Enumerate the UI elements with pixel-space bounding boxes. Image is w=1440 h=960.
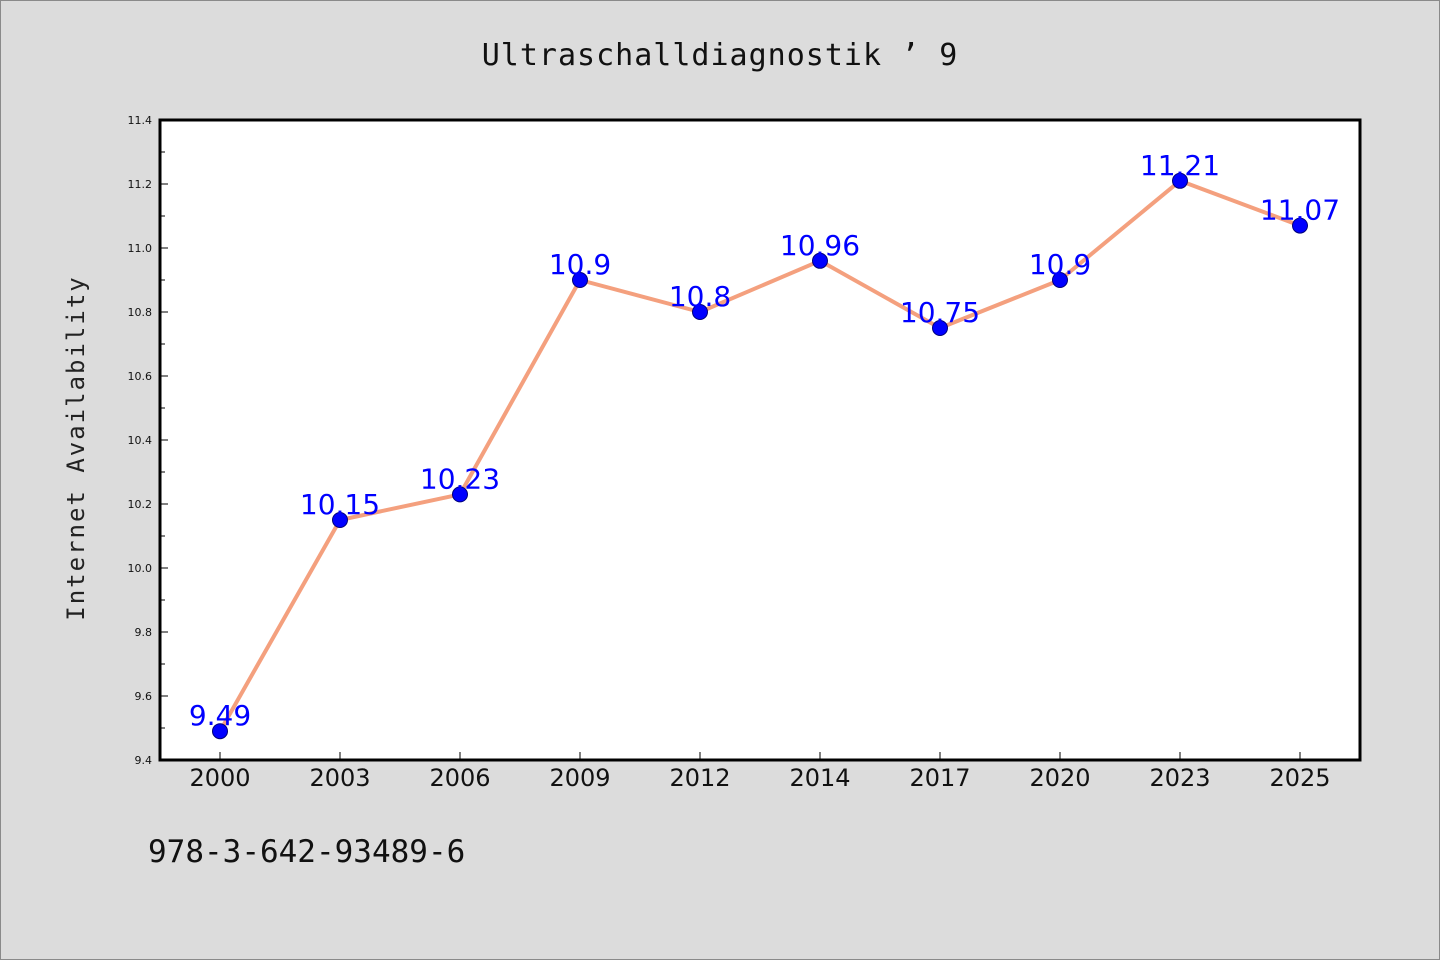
data-point [452, 486, 468, 503]
data-point [812, 252, 828, 269]
x-tick-label: 2012 [669, 764, 730, 792]
data-label: 10.23 [420, 462, 500, 495]
x-tick-label: 2025 [1269, 764, 1330, 792]
y-tick-label: 10.2 [128, 498, 153, 511]
y-tick-label: 9.4 [135, 754, 153, 767]
series-line [218, 178, 1301, 733]
data-point [1292, 217, 1308, 234]
data-label: 11.07 [1260, 194, 1340, 227]
x-tick-label: 2006 [429, 764, 490, 792]
data-point [692, 304, 708, 320]
data-point [212, 723, 228, 740]
y-tick-label: 9.8 [135, 626, 153, 639]
data-point [332, 512, 348, 528]
x-tick-label: 2017 [909, 764, 970, 792]
y-tick-label: 11.4 [128, 114, 153, 127]
data-label: 10.96 [780, 229, 860, 262]
y-tick-label: 10.6 [128, 370, 153, 383]
data-label: 10.8 [669, 280, 731, 313]
y-tick-label: 11.0 [128, 242, 153, 255]
x-tick-label: 2020 [1029, 764, 1090, 792]
data-label: 10.9 [1029, 248, 1091, 281]
y-tick-label: 10.0 [128, 562, 153, 575]
y-tick-label: 9.6 [135, 690, 153, 703]
data-label: 9.49 [189, 699, 251, 732]
y-tick-label: 11.2 [128, 178, 153, 191]
data-label: 10.15 [300, 488, 380, 521]
y-tick-label: 10.4 [128, 434, 153, 447]
chart-title: Ultraschalldiagnostik ’ 9 [481, 38, 959, 73]
data-point [1172, 172, 1188, 189]
y-axis: 9.4 9.6 9.8 10.0 10.2 10.4 10.6 10.8 11.0 11.2 11.… [128, 114, 168, 767]
data-point [932, 320, 948, 336]
x-tick-label: 2003 [309, 764, 370, 792]
x-tick-label: 2014 [789, 764, 850, 792]
x-tick-label: 2023 [1149, 764, 1210, 792]
footer-code: 978-3-642-93489-6 [148, 834, 466, 870]
data-point [572, 272, 588, 288]
data-label: 11.21 [1140, 149, 1220, 182]
x-axis: 2000 2003 2006 2009 2012 2014 2017 2020 2023 2025 [189, 752, 1331, 792]
x-tick-label: 2000 [189, 764, 250, 792]
x-tick-label: 2009 [549, 764, 610, 792]
plot-area [158, 118, 1362, 762]
y-tick-label: 10.8 [128, 306, 153, 319]
data-label: 10.9 [549, 248, 611, 281]
data-point [1052, 272, 1068, 288]
series-layer: 9.49 10.15 10.23 10.9 10.8 10.96 10.75 10.9 11.2… [189, 149, 1340, 740]
data-label: 10.75 [900, 296, 980, 329]
